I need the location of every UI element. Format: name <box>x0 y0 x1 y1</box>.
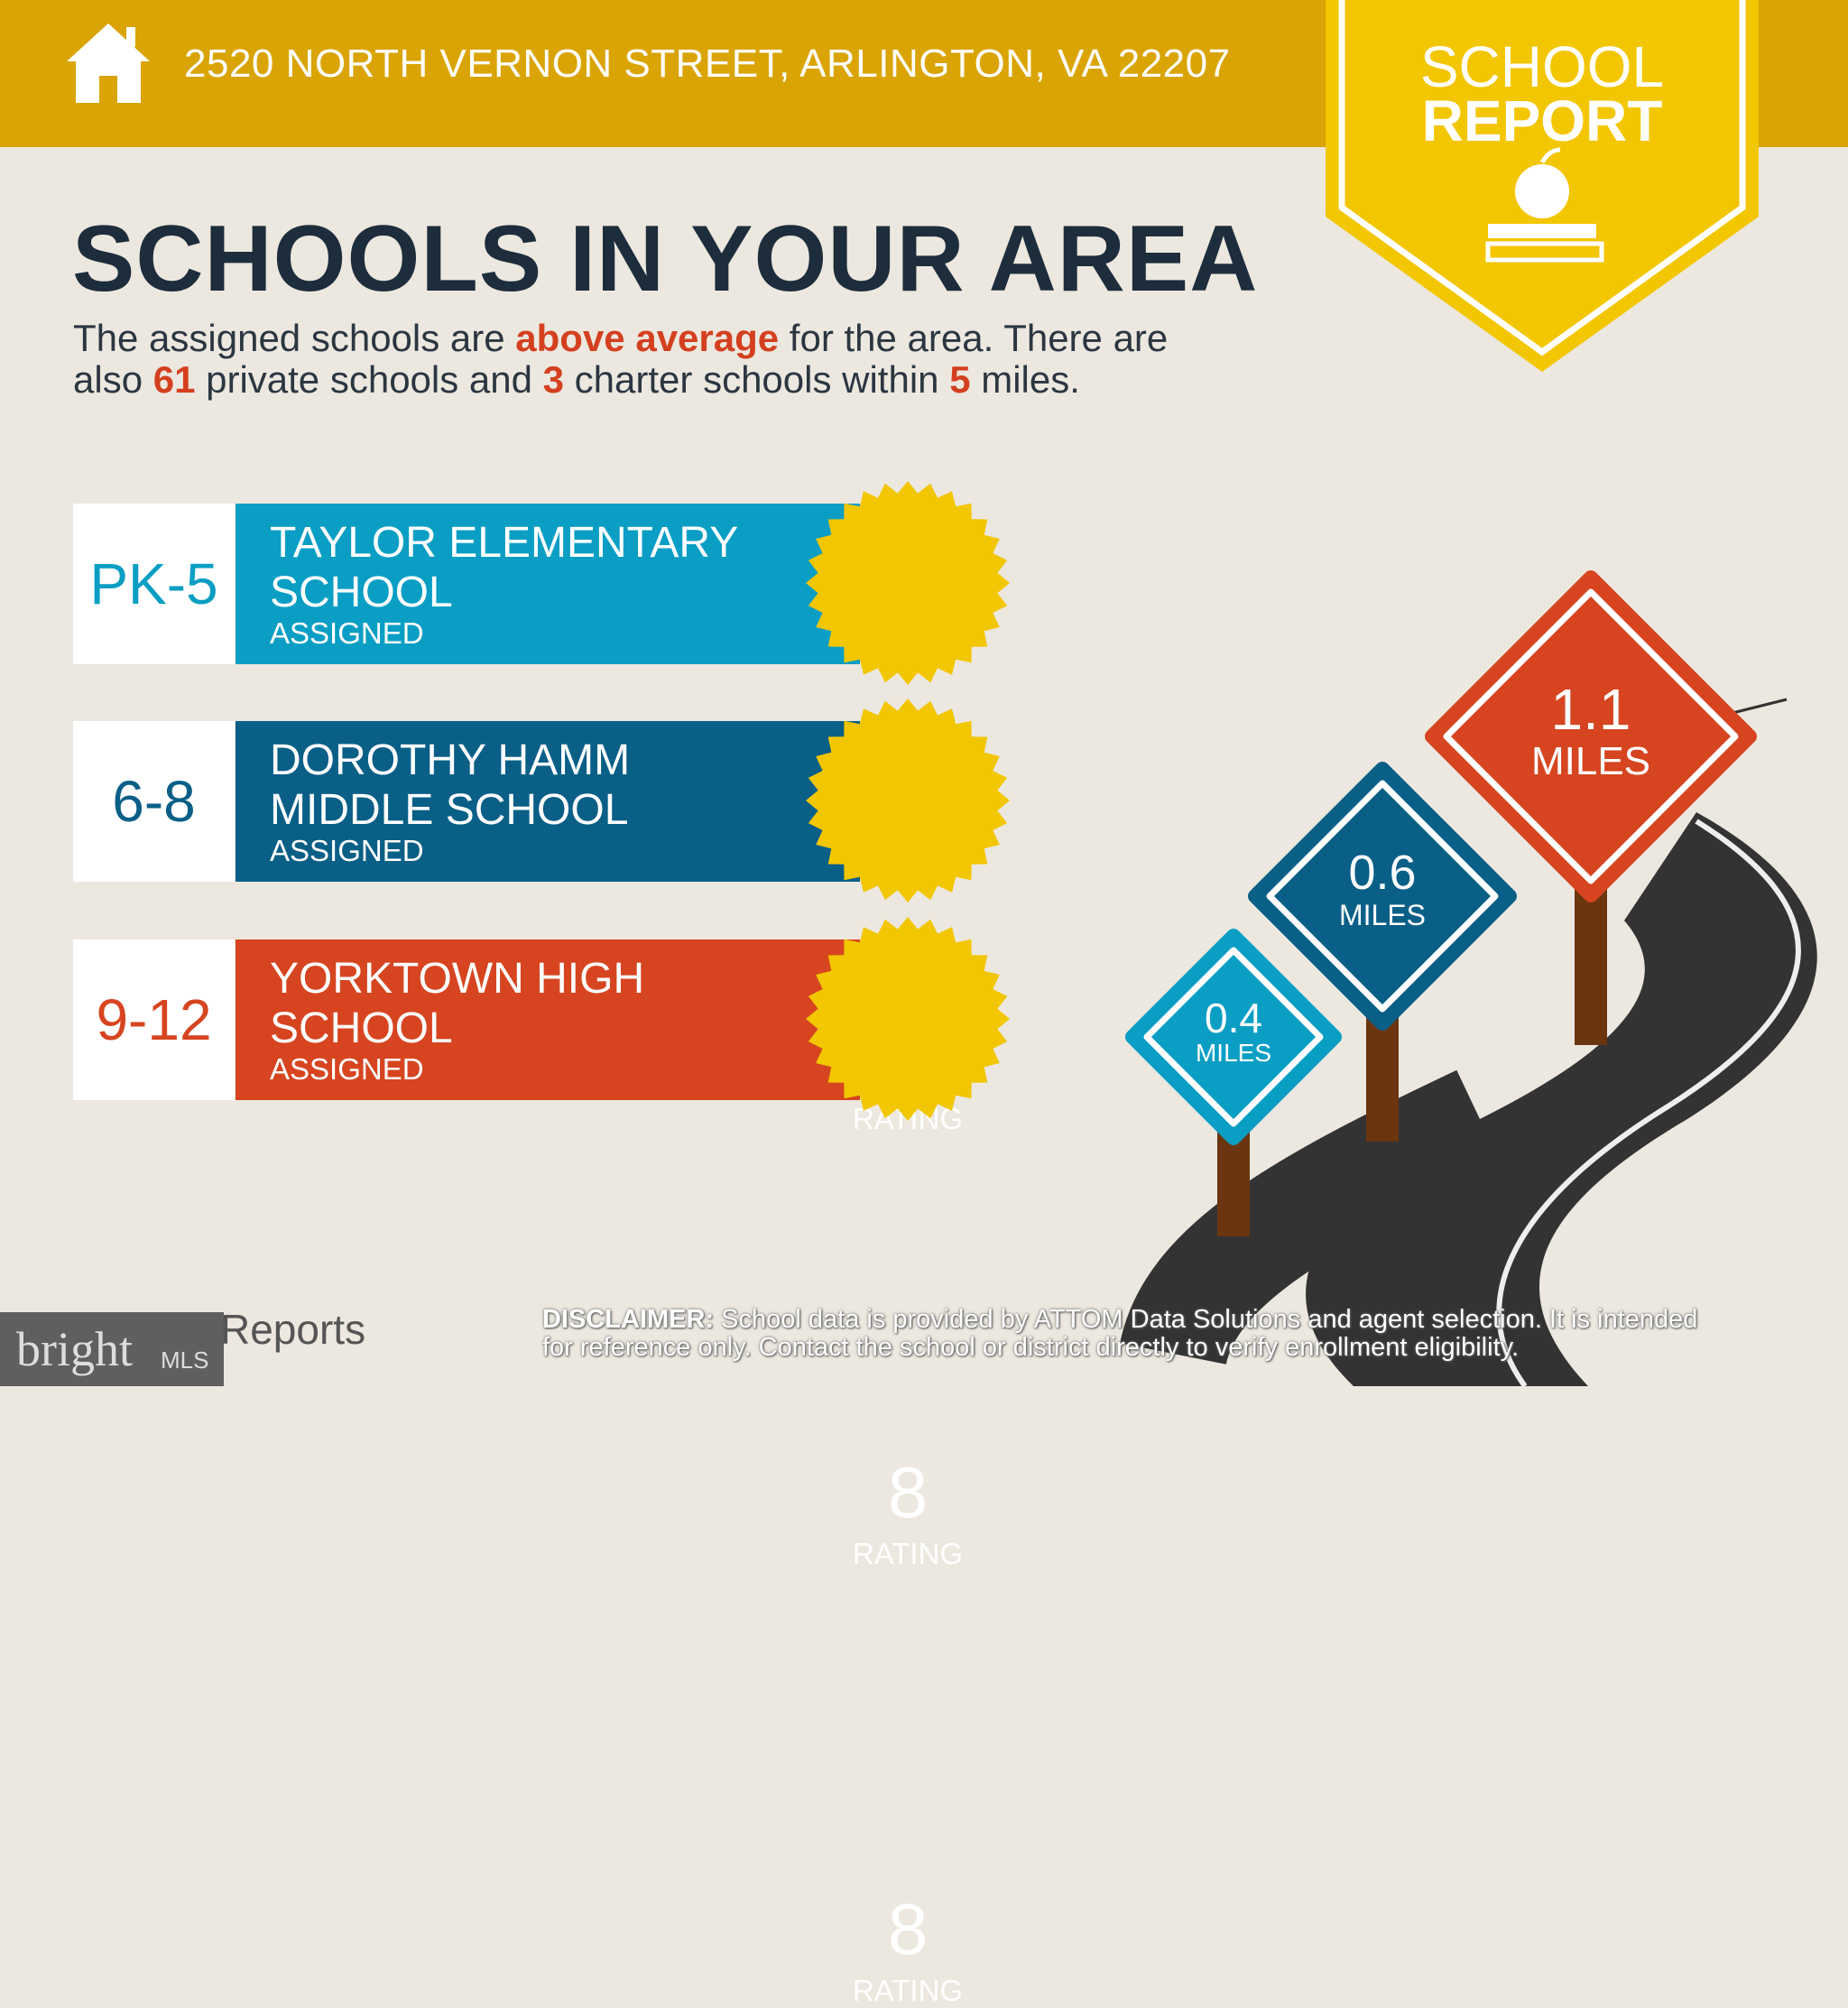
apple-books-icon <box>1485 147 1604 263</box>
school-name: DOROTHY HAMM MIDDLE SCHOOL <box>270 736 631 834</box>
school-info: TAYLOR ELEMENTARY SCHOOL ASSIGNED <box>236 504 860 664</box>
bright-mls-logo: bright MLS <box>0 1312 224 1386</box>
rating-label: RATING <box>852 1537 964 1570</box>
distance-sign <box>1125 929 1342 1145</box>
badge-line1: SCHOOL <box>1419 34 1665 99</box>
grade-range: 9-12 <box>73 939 235 1100</box>
assignment-status: ASSIGNED <box>270 616 424 650</box>
school-report-badge <box>1326 0 1759 372</box>
distance-value: 0.6 <box>1348 846 1417 901</box>
property-address: 2520 NORTH VERNON STREET, ARLINGTON, VA … <box>184 42 1231 86</box>
distance-unit: MILES <box>1195 1039 1272 1068</box>
distance-value: 1.1 <box>1550 676 1631 742</box>
school-info: YORKTOWN HIGH SCHOOL ASSIGNED <box>236 939 860 1100</box>
disclaimer: DISCLAIMER: School data is provided by A… <box>542 1305 1698 1362</box>
distance-value: 0.4 <box>1205 994 1262 1041</box>
summary-text: The assigned schools are above average f… <box>73 317 1169 401</box>
rating-value: 8 <box>887 1889 929 1969</box>
school-info: DOROTHY HAMM MIDDLE SCHOOL ASSIGNED <box>236 721 860 882</box>
rating-value: 8 <box>887 1452 929 1532</box>
rating-seal-icon <box>806 917 1010 1121</box>
distance-sign <box>1425 570 1757 902</box>
distance-sign <box>1248 762 1517 1031</box>
badge-line2: REPORT <box>1421 88 1663 153</box>
home-icon <box>67 23 150 103</box>
school-name: TAYLOR ELEMENTARY SCHOOL <box>270 519 739 616</box>
distance-unit: MILES <box>1530 739 1651 784</box>
grade-range: PK-5 <box>73 504 235 664</box>
page-title: SCHOOLS IN YOUR AREA <box>72 207 1259 311</box>
assignment-status: ASSIGNED <box>270 1052 424 1086</box>
reports-brand: Reports <box>220 1306 366 1353</box>
assignment-status: ASSIGNED <box>270 834 424 867</box>
rating-seal-icon <box>806 699 1010 902</box>
rating-label: RATING <box>852 1974 964 2007</box>
school-row[interactable]: 9-12 YORKTOWN HIGH SCHOOL ASSIGNED 8 RATI… <box>73 917 1010 2007</box>
grade-range: 6-8 <box>73 721 235 882</box>
road-illustration <box>1120 570 1817 1386</box>
rating-seal-icon <box>806 481 1010 685</box>
distance-unit: MILES <box>1338 898 1427 931</box>
school-name: YORKTOWN HIGH SCHOOL <box>270 955 645 1052</box>
